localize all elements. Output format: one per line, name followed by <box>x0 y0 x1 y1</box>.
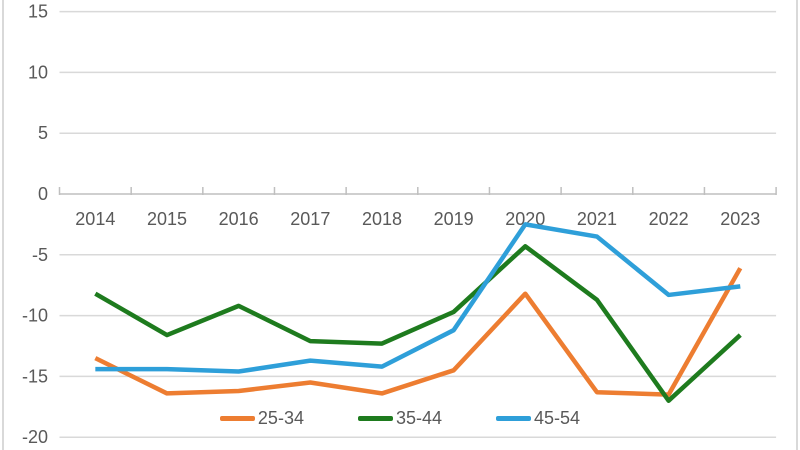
legend-label: 45-54 <box>534 408 581 428</box>
x-tick-label: 2016 <box>219 209 259 229</box>
legend-item-45-54: 45-54 <box>496 409 580 427</box>
chart-right-border <box>796 0 798 450</box>
y-tick-label: -5 <box>32 245 48 265</box>
y-tick-label: 0 <box>38 184 48 204</box>
x-tick-label: 2022 <box>649 209 689 229</box>
x-tick-label: 2014 <box>75 209 115 229</box>
chart-legend: 25-34 35-44 45-54 <box>0 409 800 427</box>
legend-label: 35-44 <box>395 408 443 428</box>
y-axis-labels: 15 10 5 0 -5 -10 -15 -20 <box>22 2 48 448</box>
series-lines <box>94 222 743 403</box>
legend-line-swatch-blue <box>496 415 532 421</box>
x-tick-label: 2017 <box>290 209 330 229</box>
chart-left-border <box>2 0 4 450</box>
y-tick-label: 15 <box>28 2 48 22</box>
gridlines <box>59 10 777 438</box>
x-tick-label: 2018 <box>362 209 402 229</box>
series-line-45-54 <box>95 222 741 374</box>
y-tick-label: -10 <box>22 306 48 326</box>
x-axis <box>58 187 777 195</box>
legend-item-25-34: 25-34 <box>219 408 304 428</box>
x-tick-label: 2019 <box>434 209 474 229</box>
legend-label: 25-34 <box>257 408 304 428</box>
y-tick-label: -15 <box>22 366 48 386</box>
series-line-25-34 <box>94 267 743 397</box>
legend-item-35-44: 35-44 <box>357 408 443 428</box>
y-tick-label: 5 <box>38 123 48 143</box>
x-tick-label: 2023 <box>720 209 760 229</box>
legend-line-swatch-green <box>357 415 393 421</box>
x-axis-labels: 2014 2015 2016 2017 2018 2019 2020 2021 2022 2023 <box>75 209 760 229</box>
x-tick-label: 2021 <box>577 209 617 229</box>
x-tick-label: 2015 <box>147 209 187 229</box>
legend-line-swatch-orange <box>219 415 255 421</box>
series-line-35-44 <box>94 244 742 403</box>
y-tick-label: -20 <box>22 427 48 447</box>
y-tick-label: 10 <box>28 62 48 82</box>
